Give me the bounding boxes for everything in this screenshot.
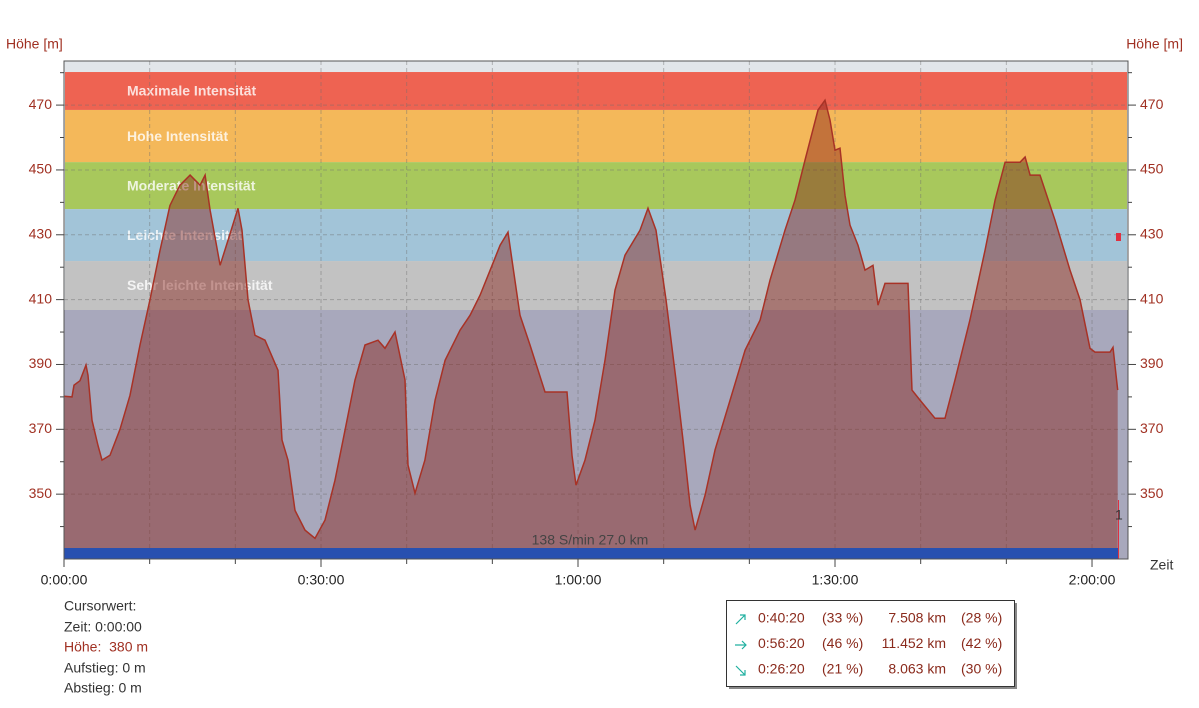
stats-cell: 0:26:20 xyxy=(758,661,805,677)
stats-box: 0:40:20 (33 %) 7.508 km (28 %) 0:56:20 (46 %)… xyxy=(726,600,1017,689)
y-tick-label: 450 xyxy=(29,161,53,177)
y2-tick-label: 470 xyxy=(1140,96,1164,112)
bands: Maximale Intensität Hohe Intensität Modera… xyxy=(65,72,1127,310)
y2-tick-label: 350 xyxy=(1140,485,1164,501)
stats-cell: (46 %) xyxy=(822,635,863,651)
y-tick-label: 370 xyxy=(29,420,53,436)
cursor-info: Cursorwert: Zeit: 0:00:00 Höhe: 380 m Au… xyxy=(64,598,148,696)
icon-down xyxy=(735,665,746,676)
cursor-title: Cursorwert: xyxy=(64,598,136,614)
x-axis-label: Zeit xyxy=(1150,557,1173,573)
x-tick-label: 1:30:00 xyxy=(812,572,859,588)
stats-table: 0:40:20 (33 %) 7.508 km (28 %) 0:56:20 (46 %)… xyxy=(758,610,1002,677)
y2-tick-label: 410 xyxy=(1140,290,1164,306)
stats-cell: 7.508 km xyxy=(888,610,946,626)
cursor-ascent: Aufstieg: 0 m xyxy=(64,660,146,676)
band-label: Sehr leichte Intensität xyxy=(127,277,273,293)
stats-cell: (21 %) xyxy=(822,661,863,677)
y-tick-label: 410 xyxy=(29,290,53,306)
band-label: Moderate Intensität xyxy=(127,177,256,193)
elevation-line xyxy=(63,98,1119,540)
cursor-descent: Abstieg: 0 m xyxy=(64,680,142,696)
end-marker-label: 1 xyxy=(1115,507,1123,523)
stats-cell: 11.452 km xyxy=(882,635,946,651)
stats-cell: 0:40:20 xyxy=(758,610,805,626)
stats-cell: (28 %) xyxy=(961,610,1002,626)
plot-frame xyxy=(63,60,1129,560)
elevation-area xyxy=(64,100,1118,559)
y-axis-label: Höhe [m] xyxy=(6,36,63,52)
y-tick-label: 430 xyxy=(29,225,53,241)
stats-cell: 8.063 km xyxy=(888,661,946,677)
plot-lower-background xyxy=(64,310,1128,559)
stats-cell: (42 %) xyxy=(961,635,1002,651)
y2-axis-label: Höhe [m] xyxy=(1126,36,1183,52)
stats-icons xyxy=(735,614,747,676)
marker xyxy=(1116,233,1121,241)
grid xyxy=(64,61,1128,559)
icon-flat xyxy=(735,640,747,650)
y-tick-label: 390 xyxy=(29,355,53,371)
x-tick-label: 2:00:00 xyxy=(1069,572,1116,588)
stats-cell: (33 %) xyxy=(822,610,863,626)
y2-tick-label: 390 xyxy=(1140,355,1164,371)
cursor-height: Höhe: 380 m xyxy=(64,639,148,655)
intensity-band xyxy=(65,109,1127,163)
y2-tick-label: 370 xyxy=(1140,420,1164,436)
icon-up xyxy=(735,614,746,625)
cursor-time: Zeit: 0:00:00 xyxy=(64,619,142,635)
y-tick-label: 470 xyxy=(29,96,53,112)
y2-tick-label: 450 xyxy=(1140,161,1164,177)
intensity-band xyxy=(65,261,1127,310)
stats-cell: 0:56:20 xyxy=(758,635,805,651)
band-label: Maximale Intensität xyxy=(127,83,256,99)
y-tick-label: 350 xyxy=(29,485,53,501)
intensity-band xyxy=(65,162,1127,210)
band-label: Hohe Intensität xyxy=(127,128,228,144)
x-tick-label: 1:00:00 xyxy=(555,572,602,588)
y2-tick-label: 430 xyxy=(1140,225,1164,241)
area-layer xyxy=(63,98,1119,559)
bottom-strip xyxy=(64,548,1118,559)
stats-frame xyxy=(726,600,1015,687)
annotation: 138 S/min 27.0 km xyxy=(532,532,649,548)
x-tick-label: 0:00:00 xyxy=(41,572,88,588)
stats-cell: (30 %) xyxy=(961,661,1002,677)
intensity-band xyxy=(65,72,1127,110)
x-tick-label: 0:30:00 xyxy=(298,572,345,588)
